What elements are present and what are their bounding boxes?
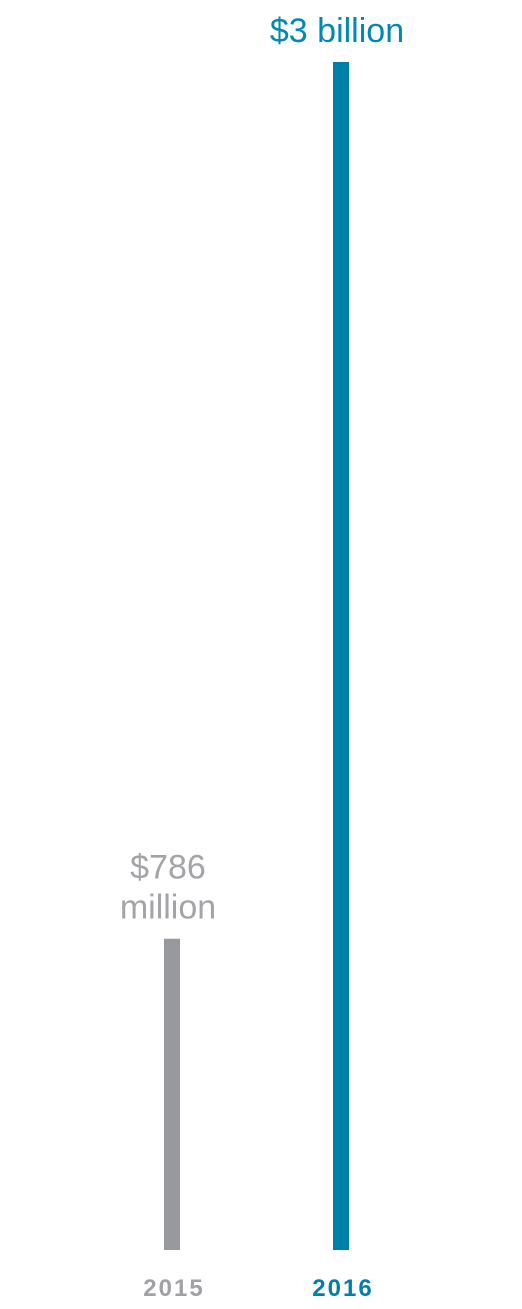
tick-label-2016: 2016	[312, 1275, 373, 1302]
category-labels: 2015 2016	[143, 1275, 373, 1302]
value-label-2015: $786 million	[120, 849, 216, 927]
tick-label-2015: 2015	[143, 1275, 204, 1302]
bars	[164, 62, 349, 1250]
value-label-line: million	[120, 889, 216, 927]
bar-2015	[164, 938, 180, 1250]
bar-2016	[333, 62, 349, 1250]
value-label-2016: $3 billion	[270, 12, 404, 50]
value-label-line: $3 billion	[270, 12, 404, 50]
value-label-line: $786	[130, 849, 206, 887]
value-labels: $786 million $3 billion	[120, 12, 404, 927]
